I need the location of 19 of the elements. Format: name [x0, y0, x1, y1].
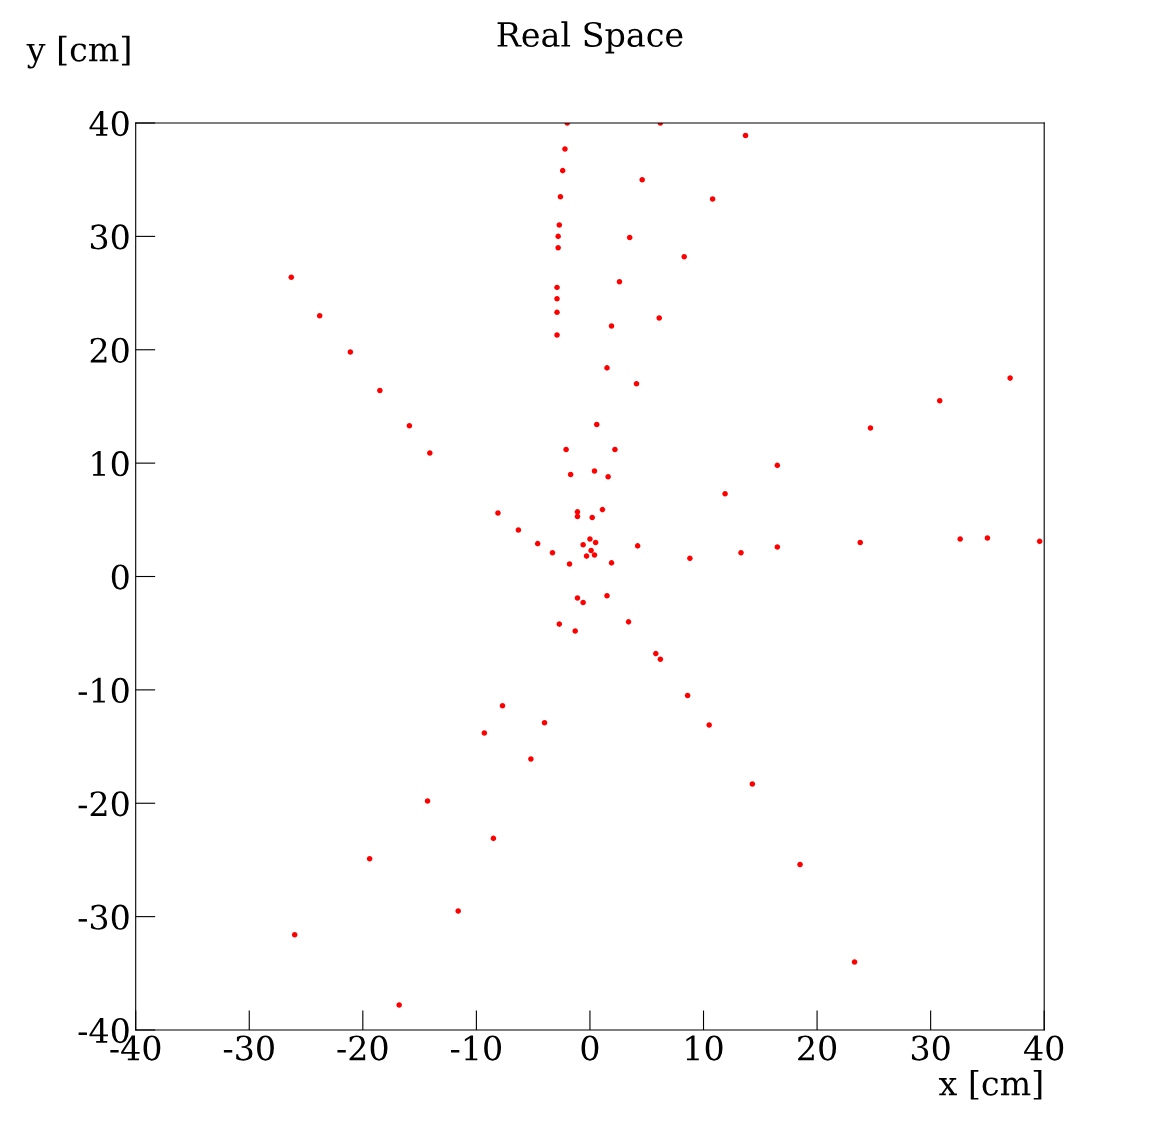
y-tick-label: 30	[90, 224, 129, 250]
x-tick-label: -20	[337, 1035, 388, 1061]
chart-title: Real Space	[497, 21, 683, 54]
x-tick-label: 20	[798, 1035, 837, 1061]
y-tick-label: -10	[78, 677, 129, 704]
y-tick-label: -20	[78, 791, 129, 817]
x-tick-label: -10	[451, 1035, 502, 1061]
y-tick-label: 10	[92, 451, 129, 477]
x-tick-label: 0	[581, 1035, 599, 1061]
x-tick-label: -30	[223, 1035, 274, 1061]
y-axis-title: y [cm]	[26, 35, 130, 69]
x-tick-label: 30	[911, 1035, 950, 1061]
y-tick-label: -30	[78, 904, 129, 930]
y-tick-label: 40	[89, 110, 129, 137]
x-axis-title: x [cm]	[938, 1069, 1042, 1100]
x-tick-label: 40	[1024, 1035, 1064, 1061]
y-tick-label: 20	[90, 337, 129, 363]
x-tick-label: 10	[686, 1035, 723, 1061]
y-tick-label: 0	[111, 564, 129, 590]
